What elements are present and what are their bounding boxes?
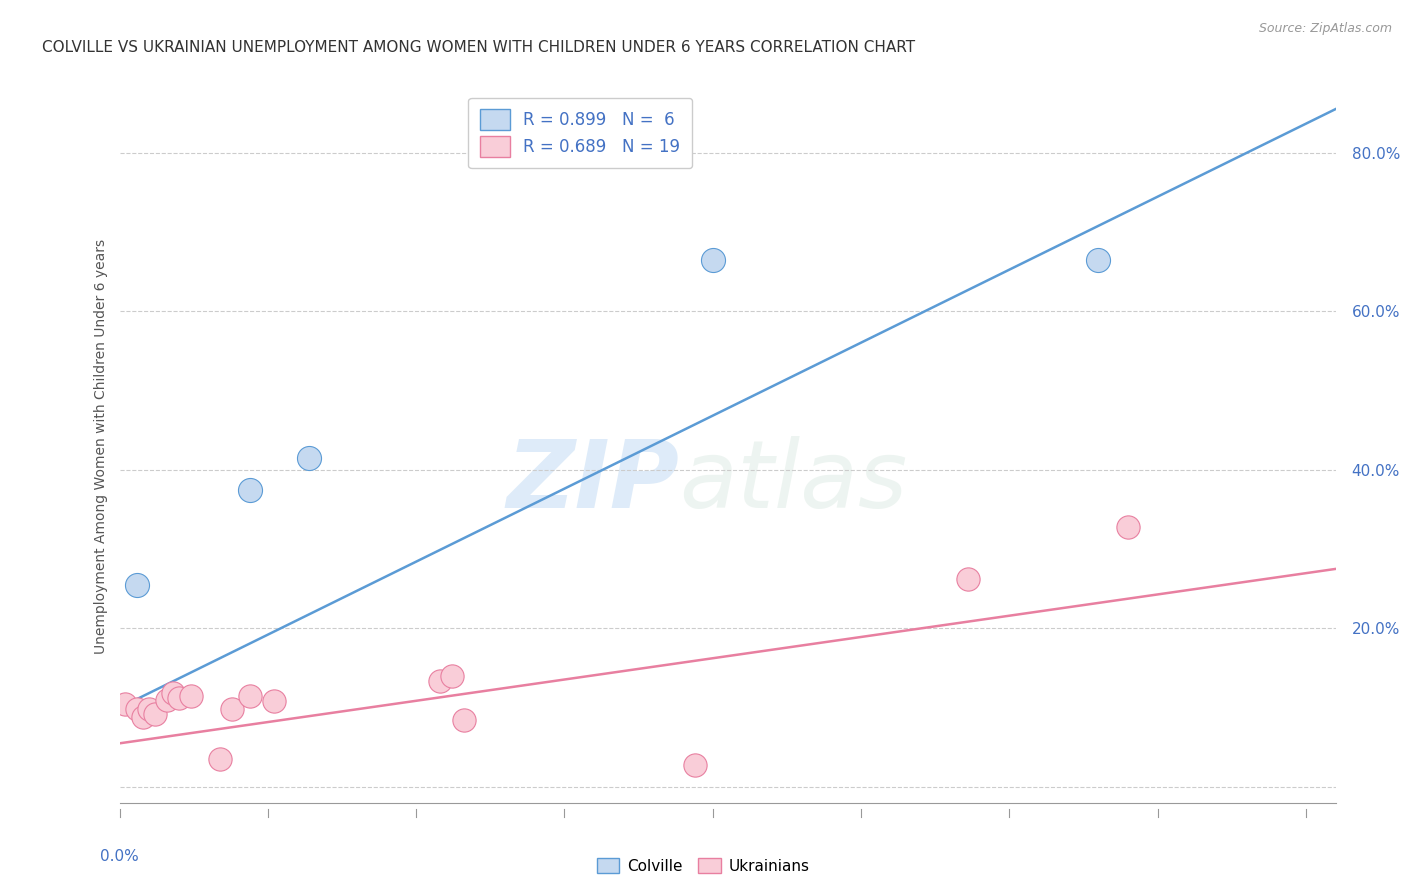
Point [298, 450, 321, 465]
Point [143, 706, 166, 721]
Point [156, 692, 179, 706]
Point [132, 710, 155, 724]
Point [1116, 520, 1139, 534]
Point [114, 697, 136, 711]
Text: Source: ZipAtlas.com: Source: ZipAtlas.com [1258, 22, 1392, 36]
Point [167, 691, 190, 706]
Point [440, 669, 463, 683]
Point [127, 578, 149, 592]
Point [162, 686, 184, 700]
Point [239, 483, 262, 497]
Point [180, 689, 202, 703]
Point [127, 702, 149, 716]
Point [1087, 252, 1109, 267]
Point [138, 702, 160, 716]
Text: atlas: atlas [679, 436, 907, 527]
Point [702, 252, 724, 267]
Point [239, 689, 262, 703]
Point [209, 752, 232, 766]
Point [429, 674, 451, 689]
Point [263, 694, 285, 708]
Point [453, 713, 475, 727]
Point [221, 702, 243, 716]
Text: 0.0%: 0.0% [100, 849, 139, 864]
Text: ZIP: ZIP [506, 435, 679, 528]
Legend: Colville, Ukrainians: Colville, Ukrainians [591, 852, 815, 880]
Point [683, 757, 706, 772]
Legend: R = 0.899   N =  6, R = 0.689   N = 19: R = 0.899 N = 6, R = 0.689 N = 19 [468, 97, 692, 169]
Point [956, 572, 979, 586]
Y-axis label: Unemployment Among Women with Children Under 6 years: Unemployment Among Women with Children U… [94, 238, 108, 654]
Text: COLVILLE VS UKRAINIAN UNEMPLOYMENT AMONG WOMEN WITH CHILDREN UNDER 6 YEARS CORRE: COLVILLE VS UKRAINIAN UNEMPLOYMENT AMONG… [42, 40, 915, 55]
